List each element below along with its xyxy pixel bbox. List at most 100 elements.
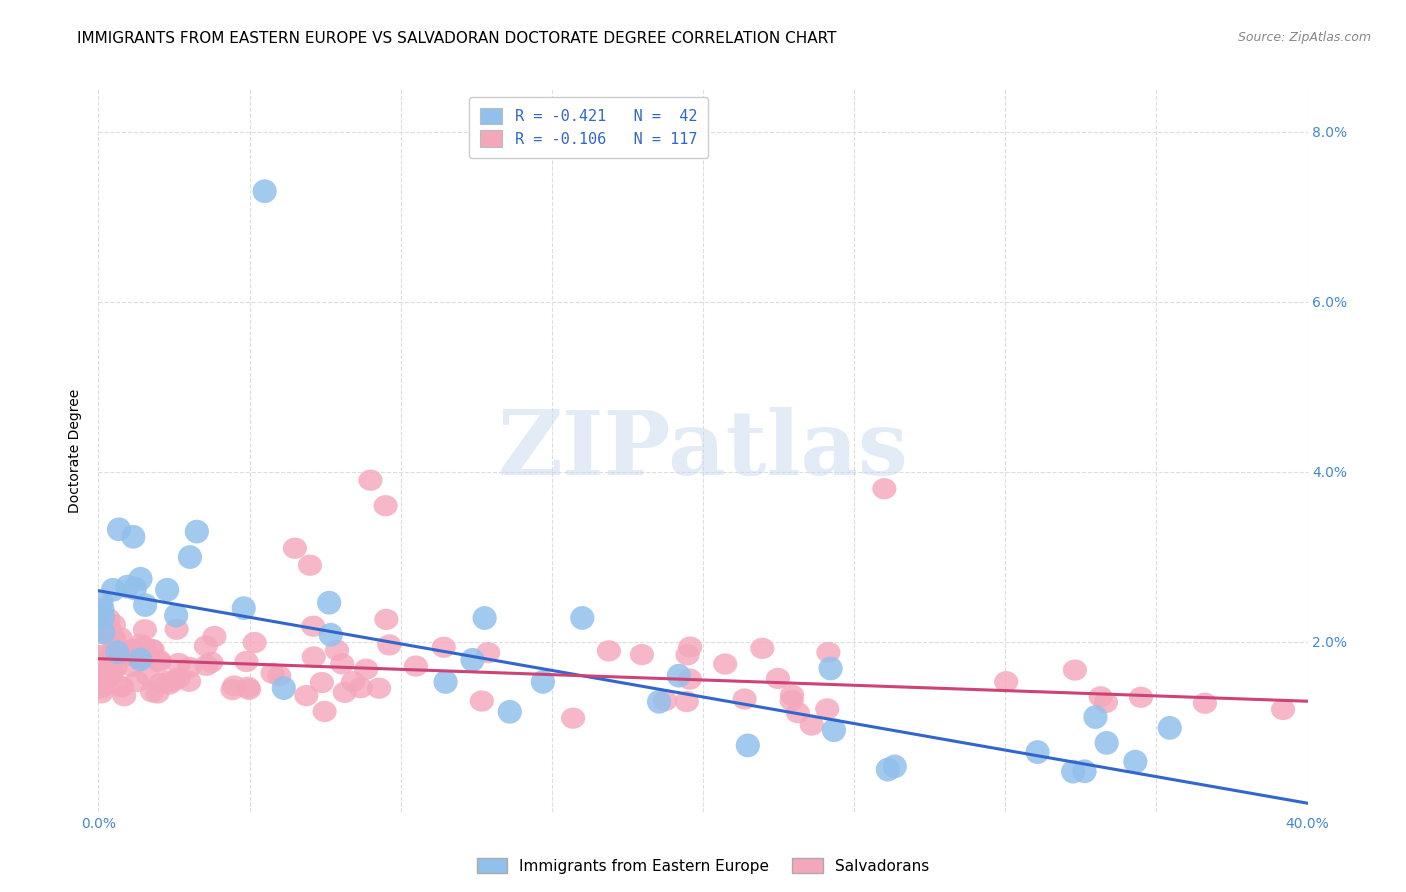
Ellipse shape: [713, 654, 737, 674]
Ellipse shape: [177, 671, 201, 692]
Ellipse shape: [823, 718, 846, 742]
Ellipse shape: [267, 665, 291, 687]
Ellipse shape: [298, 555, 322, 576]
Ellipse shape: [132, 619, 157, 640]
Ellipse shape: [354, 658, 378, 680]
Ellipse shape: [531, 670, 555, 694]
Ellipse shape: [100, 658, 124, 680]
Ellipse shape: [166, 653, 191, 674]
Ellipse shape: [1157, 716, 1182, 739]
Ellipse shape: [91, 605, 115, 629]
Ellipse shape: [98, 626, 122, 648]
Ellipse shape: [498, 700, 522, 723]
Ellipse shape: [120, 656, 145, 677]
Ellipse shape: [780, 684, 804, 706]
Ellipse shape: [271, 676, 295, 700]
Ellipse shape: [1025, 740, 1050, 764]
Legend: R = -0.421   N =  42, R = -0.106   N = 117: R = -0.421 N = 42, R = -0.106 N = 117: [468, 97, 707, 158]
Ellipse shape: [129, 645, 153, 666]
Ellipse shape: [148, 649, 172, 671]
Ellipse shape: [115, 574, 139, 599]
Text: Source: ZipAtlas.com: Source: ZipAtlas.com: [1237, 31, 1371, 45]
Ellipse shape: [374, 495, 398, 516]
Ellipse shape: [678, 636, 702, 657]
Ellipse shape: [222, 675, 246, 697]
Text: IMMIGRANTS FROM EASTERN EUROPE VS SALVADORAN DOCTORATE DEGREE CORRELATION CHART: IMMIGRANTS FROM EASTERN EUROPE VS SALVAD…: [77, 31, 837, 46]
Ellipse shape: [162, 671, 186, 691]
Ellipse shape: [294, 685, 318, 706]
Ellipse shape: [675, 644, 700, 665]
Ellipse shape: [145, 682, 170, 704]
Ellipse shape: [90, 598, 115, 621]
Ellipse shape: [91, 621, 115, 644]
Ellipse shape: [994, 671, 1018, 692]
Ellipse shape: [101, 614, 127, 635]
Ellipse shape: [103, 628, 127, 649]
Ellipse shape: [779, 690, 804, 711]
Ellipse shape: [90, 677, 114, 698]
Ellipse shape: [165, 619, 188, 640]
Ellipse shape: [1094, 731, 1119, 755]
Ellipse shape: [472, 607, 496, 630]
Ellipse shape: [253, 179, 277, 203]
Ellipse shape: [1094, 692, 1118, 713]
Ellipse shape: [100, 662, 125, 682]
Ellipse shape: [155, 578, 179, 602]
Ellipse shape: [157, 671, 181, 691]
Ellipse shape: [104, 657, 128, 677]
Ellipse shape: [404, 656, 427, 677]
Ellipse shape: [128, 633, 152, 655]
Ellipse shape: [432, 637, 456, 658]
Ellipse shape: [107, 517, 131, 541]
Ellipse shape: [122, 639, 146, 660]
Ellipse shape: [132, 647, 156, 668]
Ellipse shape: [141, 639, 165, 660]
Ellipse shape: [675, 691, 699, 712]
Ellipse shape: [121, 639, 145, 660]
Ellipse shape: [141, 681, 165, 703]
Ellipse shape: [97, 608, 121, 630]
Ellipse shape: [91, 656, 115, 677]
Ellipse shape: [167, 667, 191, 689]
Ellipse shape: [110, 676, 134, 698]
Ellipse shape: [90, 674, 114, 696]
Ellipse shape: [301, 615, 325, 637]
Ellipse shape: [105, 640, 129, 664]
Ellipse shape: [221, 679, 245, 700]
Ellipse shape: [232, 596, 256, 620]
Ellipse shape: [818, 657, 842, 681]
Ellipse shape: [1088, 686, 1112, 707]
Ellipse shape: [165, 604, 188, 627]
Ellipse shape: [1073, 759, 1097, 783]
Ellipse shape: [103, 645, 128, 666]
Ellipse shape: [460, 648, 485, 672]
Ellipse shape: [139, 640, 163, 661]
Ellipse shape: [817, 641, 841, 663]
Ellipse shape: [815, 698, 839, 720]
Ellipse shape: [325, 640, 349, 661]
Ellipse shape: [90, 611, 114, 632]
Ellipse shape: [136, 665, 160, 687]
Ellipse shape: [115, 645, 139, 666]
Ellipse shape: [90, 682, 114, 704]
Ellipse shape: [90, 667, 114, 688]
Ellipse shape: [786, 702, 810, 723]
Ellipse shape: [349, 677, 373, 698]
Ellipse shape: [235, 651, 259, 673]
Ellipse shape: [134, 593, 157, 617]
Ellipse shape: [97, 648, 121, 669]
Ellipse shape: [128, 567, 153, 591]
Ellipse shape: [112, 685, 136, 706]
Ellipse shape: [733, 689, 756, 710]
Ellipse shape: [1062, 760, 1085, 783]
Ellipse shape: [243, 632, 267, 653]
Ellipse shape: [630, 644, 654, 665]
Ellipse shape: [202, 626, 226, 647]
Ellipse shape: [124, 644, 148, 665]
Ellipse shape: [132, 636, 156, 657]
Ellipse shape: [374, 608, 398, 630]
Ellipse shape: [302, 647, 326, 667]
Ellipse shape: [101, 628, 125, 648]
Ellipse shape: [90, 590, 114, 614]
Ellipse shape: [312, 701, 336, 723]
